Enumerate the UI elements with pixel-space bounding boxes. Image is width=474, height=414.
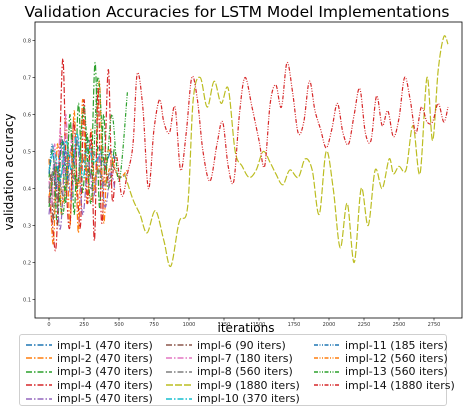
series-line-impl-13 (48, 76, 128, 216)
legend-label: impl-11 (185 iters) (345, 338, 448, 352)
y-axis-label: validation accuracy (2, 113, 16, 230)
legend-swatch (314, 344, 340, 346)
plot-area (34, 21, 463, 319)
legend-swatch (26, 344, 52, 346)
legend-swatch (166, 344, 192, 346)
legend-swatch (314, 357, 340, 360)
legend-swatch (26, 370, 52, 373)
legend-label: impl-7 (180 iters) (197, 351, 293, 365)
x-tick-label: 500 (114, 322, 124, 328)
legend-item: impl-13 (560 iters) (314, 364, 448, 380)
legend-label: impl-4 (470 iters) (57, 378, 153, 392)
series-line-impl-9 (124, 35, 449, 267)
y-tick-label: 0.2 (23, 260, 31, 266)
series-line-impl-2 (48, 80, 116, 245)
legend-item: impl-9 (1880 iters) (166, 377, 300, 393)
x-tick-label: 2750 (428, 322, 441, 328)
legend-swatch (26, 397, 52, 400)
legend-item: impl-12 (560 iters) (314, 350, 448, 366)
series-line-impl-6 (48, 165, 63, 223)
x-tick-label: 750 (149, 322, 159, 328)
legend-swatch (166, 370, 192, 373)
y-tick-label: 0.6 (23, 112, 31, 118)
x-tick-label: 2250 (358, 322, 371, 328)
x-tick-label: 2000 (323, 322, 336, 328)
x-tick-label: 2500 (393, 322, 406, 328)
legend-item: impl-5 (470 iters) (26, 391, 153, 407)
legend-label: impl-5 (470 iters) (57, 392, 153, 406)
y-tick-label: 0.7 (23, 75, 31, 81)
legend-item: impl-1 (470 iters) (26, 337, 153, 353)
legend-item: impl-11 (185 iters) (314, 337, 448, 353)
series-line-impl-4 (48, 58, 116, 252)
x-tick-label: 0 (47, 322, 50, 328)
legend-label: impl-12 (560 iters) (345, 351, 448, 365)
legend-swatch (26, 357, 52, 360)
x-tick-label: 1000 (183, 322, 196, 328)
legend-swatch (166, 357, 192, 360)
legend-item: impl-2 (470 iters) (26, 350, 153, 366)
axis-ticks: 0 250 500 750 1000 1250 1500 1750 2000 2250 2500 27… (23, 38, 440, 328)
y-tick-label: 0.4 (23, 186, 31, 192)
y-tick-label: 0.3 (23, 223, 31, 229)
legend-swatch (314, 370, 340, 373)
legend-label: impl-3 (470 iters) (57, 365, 153, 379)
legend-label: impl-10 (370 iters) (197, 392, 300, 406)
legend-swatch (26, 384, 52, 386)
x-tick-label: 1250 (218, 322, 231, 328)
series-lines (48, 35, 449, 267)
x-tick-label: 1750 (288, 322, 301, 328)
y-tick-label: 0.1 (23, 297, 31, 303)
legend-label: impl-9 (1880 iters) (197, 378, 300, 392)
legend: impl-1 (470 iters) impl-2 (470 iters) impl… (19, 334, 455, 407)
legend-swatch (314, 384, 340, 386)
legend-swatch (166, 384, 192, 386)
series-line-impl-5 (48, 136, 116, 230)
legend-item: impl-8 (560 iters) (166, 364, 293, 380)
series-line-impl-10 (48, 132, 102, 182)
x-tick-label: 1500 (253, 322, 266, 328)
x-axis-label: iterations (218, 321, 275, 335)
series-line-impl-7 (48, 113, 75, 205)
legend-item: impl-7 (180 iters) (166, 350, 293, 366)
x-tick-label: 250 (79, 322, 89, 328)
legend-label: impl-2 (470 iters) (57, 351, 153, 365)
series-line-impl-12 (48, 150, 128, 204)
series-line-impl-14 (104, 62, 449, 197)
legend-item: impl-3 (470 iters) (26, 364, 153, 380)
legend-item: impl-14 (1880 iters) (314, 377, 455, 393)
legend-label: impl-6 (90 iters) (197, 338, 286, 352)
series-line-impl-11 (48, 139, 76, 190)
legend-item: impl-6 (90 iters) (166, 337, 286, 353)
legend-label: impl-1 (470 iters) (57, 338, 153, 352)
chart-title: Validation Accuracies for LSTM Model Imp… (24, 3, 449, 21)
legend-item: impl-10 (370 iters) (166, 391, 300, 407)
legend-item: impl-4 (470 iters) (26, 377, 153, 393)
y-tick-label: 0.8 (23, 38, 31, 44)
legend-label: impl-14 (1880 iters) (345, 378, 455, 392)
legend-swatch (166, 397, 192, 400)
legend-label: impl-13 (560 iters) (345, 365, 448, 379)
y-tick-label: 0.5 (23, 149, 31, 155)
legend-label: impl-8 (560 iters) (197, 365, 293, 379)
